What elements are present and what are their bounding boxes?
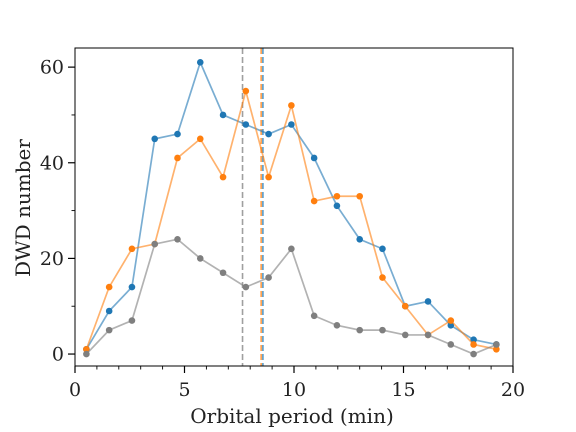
data-point — [242, 87, 250, 95]
data-point — [379, 274, 386, 281]
data-point — [356, 235, 364, 243]
plot-frame — [74, 47, 514, 367]
data-point — [288, 102, 295, 109]
data-point — [265, 130, 272, 138]
data-point — [470, 341, 477, 348]
y-tick-label: 40 — [40, 152, 64, 174]
y-axis-label: DWD number — [11, 139, 35, 277]
data-point — [288, 245, 295, 253]
series-layer — [83, 59, 500, 358]
data-point — [447, 341, 455, 348]
data-point — [356, 192, 364, 200]
data-point — [174, 154, 181, 162]
data-point — [128, 245, 136, 253]
series-1 — [83, 59, 500, 353]
data-point — [128, 283, 136, 291]
data-point — [128, 317, 136, 324]
data-point — [424, 331, 432, 339]
data-point — [265, 274, 272, 281]
data-point — [447, 317, 455, 324]
data-point — [196, 59, 204, 66]
x-tick-label: 0 — [69, 379, 81, 401]
data-point — [196, 135, 204, 143]
data-point — [219, 269, 227, 277]
data-point — [379, 245, 386, 253]
x-tick-label: 10 — [282, 379, 306, 401]
data-point — [174, 235, 181, 243]
data-point — [105, 307, 113, 315]
data-point — [333, 202, 341, 210]
series-3 — [83, 235, 500, 358]
x-tick-label: 20 — [501, 379, 525, 401]
data-point — [265, 173, 272, 181]
data-point — [333, 322, 341, 329]
x-tick-label: 5 — [178, 379, 190, 401]
data-point — [493, 341, 500, 348]
x-axis-label: Orbital period (min) — [190, 404, 394, 428]
series-line — [85, 87, 497, 351]
x-tick-label: 15 — [391, 379, 415, 401]
x-axis: 0 5 10 15 20 — [69, 366, 525, 401]
data-point — [219, 111, 227, 119]
data-point — [105, 283, 113, 291]
data-point — [493, 345, 500, 353]
data-point — [447, 322, 455, 329]
data-point — [174, 130, 181, 138]
data-point — [401, 302, 409, 310]
y-tick-label: 20 — [40, 248, 64, 270]
data-point — [356, 326, 364, 334]
data-point — [151, 240, 159, 248]
data-point — [242, 283, 250, 291]
data-point — [310, 154, 318, 162]
data-point — [424, 298, 432, 305]
data-point — [401, 331, 409, 339]
data-point — [83, 345, 90, 353]
data-point — [470, 350, 477, 358]
data-point — [83, 350, 90, 358]
data-point — [242, 121, 250, 128]
data-point — [379, 326, 386, 334]
data-point — [470, 336, 477, 343]
data-point — [310, 197, 318, 205]
data-point — [105, 326, 113, 334]
data-point — [333, 192, 341, 200]
y-tick-label: 0 — [52, 344, 64, 366]
data-point — [151, 135, 159, 143]
series-line — [85, 238, 497, 355]
data-point — [288, 121, 295, 128]
y-tick-label: 60 — [40, 57, 64, 79]
y-axis: 0 20 40 60 — [40, 57, 75, 366]
data-point — [310, 312, 318, 320]
data-point — [196, 255, 204, 262]
vertical-reference-lines — [241, 48, 264, 366]
data-point — [219, 173, 227, 181]
